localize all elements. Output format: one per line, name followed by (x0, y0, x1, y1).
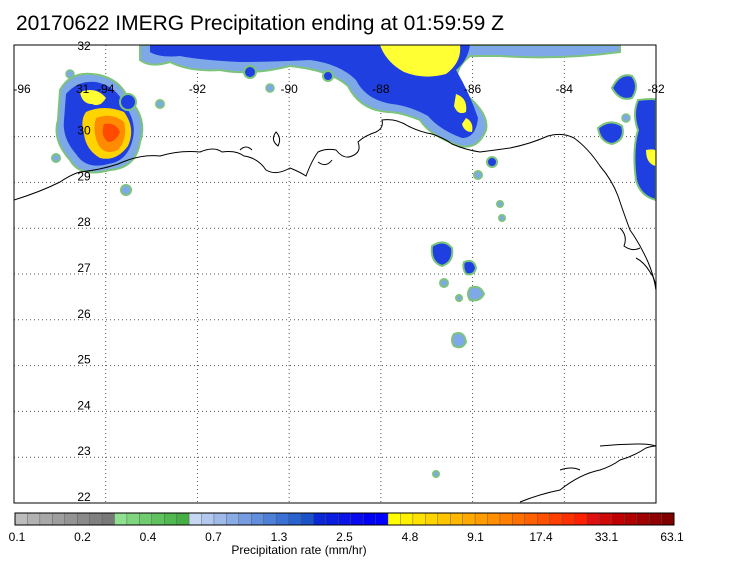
colorbar-swatch (263, 512, 277, 526)
colorbar-tick-label: 33.1 (595, 530, 619, 544)
colorbar-swatch (549, 512, 563, 526)
longitude-labels: -96 -94 -92 -90 -88 -86 -84 -82 (13, 82, 665, 96)
colorbar-swatch (387, 512, 401, 526)
latitude-label: 23 (77, 444, 91, 458)
longitude-label: -94 (97, 82, 115, 96)
colorbar-swatch (101, 512, 115, 526)
colorbar-swatch (313, 512, 327, 526)
latitude-label: 22 (77, 490, 91, 504)
latitude-labels: 32 30 29 28 27 26 25 24 23 22 (77, 39, 91, 504)
colorbar-swatch (400, 512, 414, 526)
colorbar-swatch (27, 512, 41, 526)
colorbar-tick-label: 2.5 (336, 530, 353, 544)
colorbar-swatch (114, 512, 128, 526)
colorbar-swatch (611, 512, 625, 526)
colorbar-swatch (64, 512, 78, 526)
rain-cell-gulf (51, 99, 506, 478)
colorbar-swatch (300, 512, 314, 526)
colorbar-tick-labels: 0.1 0.2 0.4 0.7 1.3 2.5 4.8 9.1 17.4 33.1 63.1 (9, 530, 684, 544)
colorbar-tick-label: 4.8 (402, 530, 419, 544)
colorbar-swatch (586, 512, 600, 526)
colorbar-swatch (338, 512, 352, 526)
rain-cell-west (55, 69, 144, 196)
colorbar-label: Precipitation rate (mm/hr) (231, 543, 367, 557)
colorbar-tick-label: 17.4 (529, 530, 553, 544)
latitude-label: 29 (77, 169, 91, 183)
colorbar-swatch (648, 512, 663, 526)
colorbar-frame (14, 512, 675, 526)
coastline (14, 119, 656, 503)
longitude-label: -92 (189, 82, 207, 96)
colorbar-swatch (275, 512, 290, 526)
colorbar-swatch (52, 512, 66, 526)
colorbar-swatch (164, 512, 178, 526)
longitude-label: -86 (464, 82, 482, 96)
colorbar-swatch (449, 512, 464, 526)
longitude-label: -96 (13, 82, 31, 96)
colorbar-swatch (76, 512, 91, 526)
colorbar-swatch (524, 512, 538, 526)
colorbar-swatch (325, 512, 339, 526)
latitude-label: 26 (77, 307, 91, 321)
longitude-label: -88 (372, 82, 390, 96)
colorbar-tick-label: 0.4 (140, 530, 157, 544)
colorbar-swatch (201, 512, 215, 526)
map-title: 20170622 IMERG Precipitation ending at 0… (16, 12, 504, 35)
colorbar-swatch (437, 512, 451, 526)
colorbar-swatch (288, 512, 302, 526)
rain-cell-east (596, 74, 656, 202)
longitude-label: -84 (556, 82, 574, 96)
colorbar-tick-label: 63.1 (660, 530, 684, 544)
longitude-label: -90 (280, 82, 298, 96)
colorbar-swatch (574, 512, 588, 526)
colorbar-tick-label: 0.2 (74, 530, 91, 544)
colorbar-swatch (213, 512, 227, 526)
colorbar-swatch (661, 512, 675, 526)
latitude-label: 30 (77, 124, 91, 138)
colorbar-swatch (462, 512, 476, 526)
colorbar-swatch (126, 512, 140, 526)
colorbar-swatch (238, 512, 252, 526)
plot-frame (13, 44, 657, 504)
colorbar-swatch (176, 512, 190, 526)
colorbar-swatch (226, 512, 240, 526)
colorbar-swatch (425, 512, 439, 526)
longitude-label: -82 (647, 82, 665, 96)
colorbar-swatch (499, 512, 513, 526)
colorbar-swatch (487, 512, 501, 526)
colorbar-swatch (14, 512, 28, 526)
latitude-label: 24 (77, 398, 91, 412)
colorbar-swatch (39, 512, 53, 526)
colorbar-swatch (412, 512, 426, 526)
latitude-label: 28 (77, 215, 91, 229)
colorbar-swatch (636, 512, 650, 526)
precipitation-field (51, 45, 656, 478)
colorbar-swatch (375, 512, 389, 526)
stray-lat-label: 31 (76, 82, 90, 96)
colorbar-tick-label: 9.1 (467, 530, 484, 544)
colorbar-tick-label: 1.3 (271, 530, 288, 544)
latitude-label: 27 (77, 261, 91, 275)
rain-cell-north (139, 45, 621, 148)
colorbar-swatch (561, 512, 576, 526)
colorbar-swatch (188, 512, 203, 526)
colorbar-swatch (537, 512, 551, 526)
colorbar-swatch (251, 512, 265, 526)
colorbar-swatch (624, 512, 638, 526)
colorbar (14, 512, 675, 526)
colorbar-tick-label: 0.7 (205, 530, 222, 544)
colorbar-swatch (350, 512, 364, 526)
latitude-label: 25 (77, 353, 91, 367)
latitude-label: 32 (77, 39, 91, 53)
colorbar-swatch (89, 512, 103, 526)
colorbar-tick-label: 0.1 (9, 530, 26, 544)
colorbar-swatch (151, 512, 165, 526)
colorbar-swatch (599, 512, 613, 526)
colorbar-swatch (512, 512, 526, 526)
colorbar-swatch (139, 512, 153, 526)
colorbar-swatch (474, 512, 488, 526)
colorbar-swatch (362, 512, 377, 526)
